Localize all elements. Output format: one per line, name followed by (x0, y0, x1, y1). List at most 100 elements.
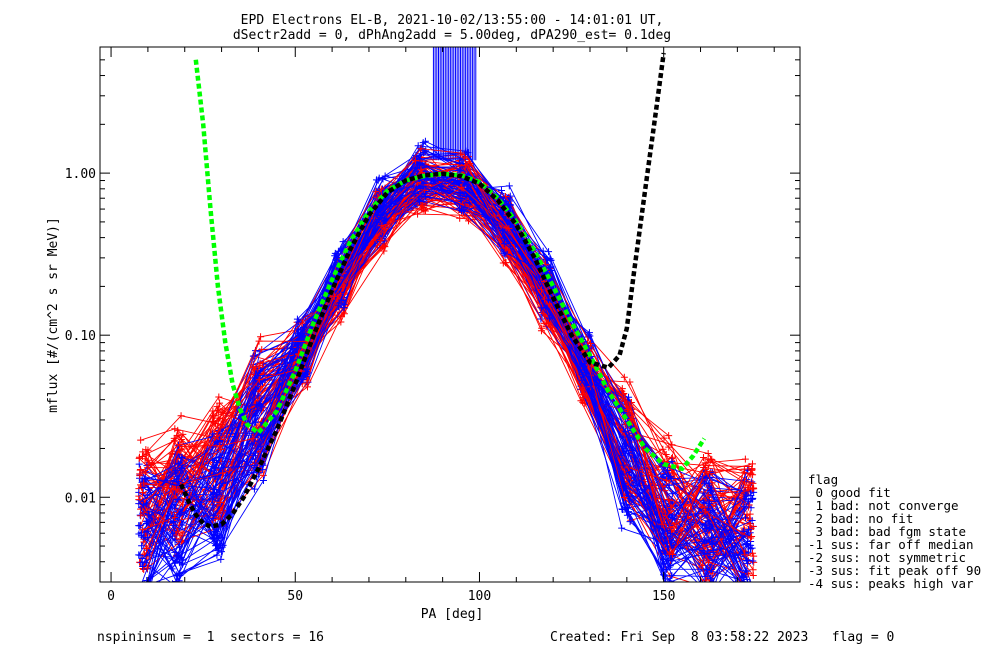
data-point-blue (210, 532, 218, 540)
series-markers-blue (145, 178, 750, 558)
data-point-red (219, 469, 227, 477)
data-point-blue (418, 159, 426, 167)
data-point-blue (142, 585, 149, 592)
series-trace-blue (145, 191, 746, 582)
data-point-blue (700, 489, 708, 497)
data-point-blue (422, 147, 430, 155)
data-point-blue (135, 587, 142, 594)
data-point-red (421, 207, 429, 215)
data-point-blue (250, 452, 258, 460)
data-point-red (502, 224, 510, 232)
series-trace-red (146, 168, 753, 582)
data-point-blue (746, 587, 753, 594)
data-point-blue (137, 529, 145, 537)
data-point-red (216, 424, 224, 432)
data-point-red (749, 479, 757, 487)
data-point-red (378, 222, 386, 230)
data-point-blue (334, 301, 342, 309)
data-point-blue (538, 304, 546, 312)
data-point-blue (212, 464, 220, 472)
data-point-blue (171, 467, 179, 475)
data-point-blue (740, 594, 747, 601)
data-point-red (137, 466, 145, 474)
data-point-blue (253, 407, 261, 415)
data-point-blue (172, 580, 174, 582)
data-point-blue (419, 182, 427, 190)
data-point-blue (619, 506, 627, 514)
data-point-red (179, 430, 187, 438)
data-point-red (216, 399, 224, 407)
data-point-blue (138, 555, 146, 563)
series-trace-blue (148, 166, 752, 582)
series-markers-blue (144, 179, 756, 567)
legend-item: -1 sus: far off median (808, 537, 974, 552)
data-point-blue (618, 524, 626, 532)
data-point-red (139, 489, 147, 497)
data-point-red (174, 486, 182, 494)
data-point-blue (296, 332, 304, 340)
data-point-blue (743, 567, 751, 575)
data-point-blue (456, 155, 464, 163)
data-point-blue (749, 579, 751, 582)
data-point-red (214, 407, 222, 415)
data-point-blue (744, 497, 752, 505)
data-point-blue (455, 205, 463, 213)
data-point-blue (664, 467, 672, 475)
data-point-blue (140, 501, 148, 509)
data-point-red (747, 470, 755, 478)
data-point-blue (456, 159, 464, 167)
data-point-red (502, 259, 510, 267)
y-tick-label: 1.00 (65, 167, 96, 182)
data-point-red (380, 247, 388, 255)
data-layer (135, 47, 758, 601)
data-point-blue (581, 360, 589, 368)
data-point-blue (299, 375, 307, 383)
data-point-red (257, 333, 265, 341)
data-point-blue (497, 186, 505, 194)
data-point-red (587, 362, 595, 370)
legend-item: 0 good fit (808, 485, 891, 500)
data-point-blue (618, 452, 626, 460)
data-point-blue (664, 579, 666, 582)
series-markers-blue (147, 175, 753, 582)
data-point-blue (143, 590, 150, 597)
data-point-blue (625, 508, 633, 516)
data-point-blue (144, 594, 151, 601)
data-point-blue (333, 253, 341, 261)
data-point-blue (251, 462, 259, 470)
data-point-blue (211, 542, 219, 550)
chart-title: EPD Electrons EL-B, 2021-10-02/13:55:00 … (241, 13, 664, 28)
data-point-red (177, 412, 185, 420)
series-trace-red (146, 164, 744, 516)
data-point-red (745, 501, 753, 509)
data-point-blue (174, 478, 182, 486)
data-point-red (662, 450, 670, 458)
data-point-red (660, 434, 668, 442)
data-point-blue (742, 514, 750, 522)
series-trace-red (139, 186, 751, 555)
data-point-blue (539, 247, 547, 255)
data-point-blue (177, 464, 185, 472)
legend-item: -4 sus: peaks high var (808, 576, 974, 591)
data-point-red (741, 455, 749, 463)
data-point-blue (374, 211, 382, 219)
data-point-red (618, 385, 626, 393)
data-point-red (705, 558, 713, 566)
data-point-blue (665, 481, 673, 489)
data-point-blue (744, 581, 746, 582)
data-point-red (298, 319, 306, 327)
data-point-blue (626, 518, 634, 526)
data-point-blue (295, 318, 303, 326)
data-point-blue (744, 590, 751, 597)
data-point-red (372, 188, 380, 196)
data-point-blue (701, 572, 709, 580)
series-trace-blue (146, 145, 751, 561)
legend: flag 0 good fit 1 bad: not converge 2 ba… (808, 472, 981, 591)
data-point-red (255, 337, 263, 345)
data-point-red (213, 403, 221, 411)
data-point-red (663, 476, 671, 484)
data-point-red (620, 373, 628, 381)
data-point-red (176, 441, 184, 449)
data-point-blue (250, 485, 258, 493)
data-point-red (216, 498, 224, 506)
